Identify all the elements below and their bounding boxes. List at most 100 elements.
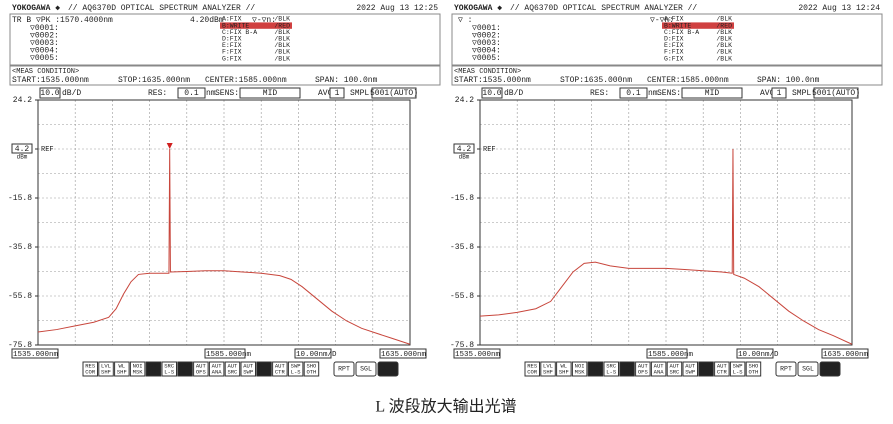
y-tick-label: -15.8: [8, 194, 32, 203]
bottom-div: 10.00nm/D: [296, 351, 337, 359]
softkey-label: SRC: [148, 362, 159, 369]
softkey-label: AUT: [212, 362, 223, 369]
marker-head: ▽ :: [458, 16, 472, 25]
softkey: [571, 361, 588, 377]
ref-unit: dBm: [17, 154, 28, 161]
setting-value: 5001(AUTO): [812, 89, 860, 98]
meas-box: [451, 65, 883, 86]
softkey-label: SHF: [101, 368, 111, 375]
trace-mode: /BLK: [716, 49, 732, 56]
softkey: [556, 361, 572, 377]
softkey: [587, 361, 604, 377]
datetime: 2022 Aug 13 12:25: [356, 4, 438, 13]
run-key: [377, 361, 399, 377]
y-tick-label: -55.8: [8, 292, 32, 301]
marker-box: [9, 13, 441, 66]
trace-mode: /BLK: [274, 49, 290, 56]
setting-label: AVG:: [760, 89, 779, 98]
softkey: [666, 361, 683, 377]
softkey-label: SHF: [117, 368, 127, 375]
marker-row: ▽0001:: [472, 24, 501, 33]
softkey-label: OTH: [748, 368, 758, 375]
bottom-box: [294, 348, 332, 359]
bottom-box: [11, 348, 59, 359]
softkey-label: AUT: [243, 362, 254, 369]
bottom-box: [821, 348, 869, 359]
softkey-label: REF: [259, 368, 269, 375]
y-tick-label: 4.2: [15, 145, 30, 154]
brand: YOKOGAWA ◆: [12, 4, 60, 13]
meas-start: START:1535.000nm: [454, 76, 531, 85]
softkey-label: NOI: [133, 362, 143, 369]
meas-span: SPAN: 100.0nm: [757, 76, 820, 85]
trace-label: D:FIX: [664, 36, 684, 43]
softkey-label: SRC: [606, 362, 617, 369]
softkey-label: AUT: [275, 362, 286, 369]
y-tick-label: 24.2: [13, 96, 32, 105]
setting-unit: dB/D: [62, 89, 81, 98]
softkey: [129, 361, 146, 377]
trace-mode: /BLK: [274, 16, 290, 23]
softkey-label: NOI: [575, 362, 585, 369]
softkey-label: RES: [85, 362, 96, 369]
setting-label: RES:: [148, 89, 167, 98]
softkey: [698, 361, 714, 377]
marker-row: ▽0004:: [472, 47, 501, 56]
y-tick-label: 24.2: [455, 96, 474, 105]
trace-label: G:FIX: [664, 55, 684, 62]
softkey: [98, 361, 114, 377]
run-key: [775, 361, 797, 377]
softkey-label: VAC: [180, 362, 191, 369]
softkey: [114, 361, 130, 377]
bottom-center: 1585.000nm: [206, 351, 252, 359]
meas-box: [9, 65, 441, 86]
softkey-label: ANA: [212, 368, 223, 375]
meas-title: <MEAS CONDITION>: [454, 68, 521, 76]
setting-box: [329, 87, 345, 99]
softkey-label: AUT: [669, 362, 680, 369]
softkey-label: SRC: [164, 362, 175, 369]
softkey-label: OTH: [306, 368, 316, 375]
bottom-stop: 1635.000nm: [381, 351, 427, 359]
marker-row: ▽0003:: [30, 39, 59, 48]
softkey: [161, 361, 177, 377]
softkey: [303, 361, 320, 377]
bottom-box: [646, 348, 688, 359]
softkey-label: L-S: [733, 368, 744, 375]
softkey-label: SWP: [685, 368, 695, 375]
bottom-div: 10.00nm/D: [738, 351, 779, 359]
softkey-label: COR: [590, 368, 601, 375]
trace-label: E:FIX: [222, 42, 242, 49]
softkey-label: AUT: [638, 362, 649, 369]
trace-mode: /BLK: [716, 29, 732, 36]
trace-mode: /BLK: [716, 42, 732, 49]
trace-label: B:WRITE: [664, 22, 691, 29]
bottom-start: 1535.000nm: [13, 351, 59, 359]
softkey-label: SRC: [227, 368, 238, 375]
softkey-label: AUT: [196, 362, 207, 369]
softkey-label: COR: [527, 368, 538, 375]
marker-row: ▽0002:: [30, 32, 59, 41]
setting-label: AVG:: [318, 89, 337, 98]
softkey-label: AUT: [717, 362, 728, 369]
setting-box: [771, 87, 787, 99]
marker-row: ▽0001:: [30, 24, 59, 33]
y-tick-label: -75.8: [8, 341, 32, 350]
run-key-label: SGL: [360, 366, 372, 373]
setting-unit: nm: [648, 89, 658, 98]
trace-label: F:FIX: [222, 49, 242, 56]
bottom-box: [379, 348, 427, 359]
softkey: [82, 361, 98, 377]
softkey: [635, 361, 651, 377]
bottom-start: 1535.000nm: [455, 351, 501, 359]
y-tick-label: -75.8: [450, 341, 474, 350]
marker-head: 4.20dBm: [190, 16, 224, 25]
softkey-label: WL: [118, 362, 125, 369]
softkey: [272, 361, 288, 377]
peak-marker: [166, 143, 173, 149]
marker-row: ▽0005:: [472, 54, 501, 63]
softkey-label: COR: [85, 368, 96, 375]
run-key: [333, 361, 355, 377]
ref-box: [453, 143, 475, 154]
